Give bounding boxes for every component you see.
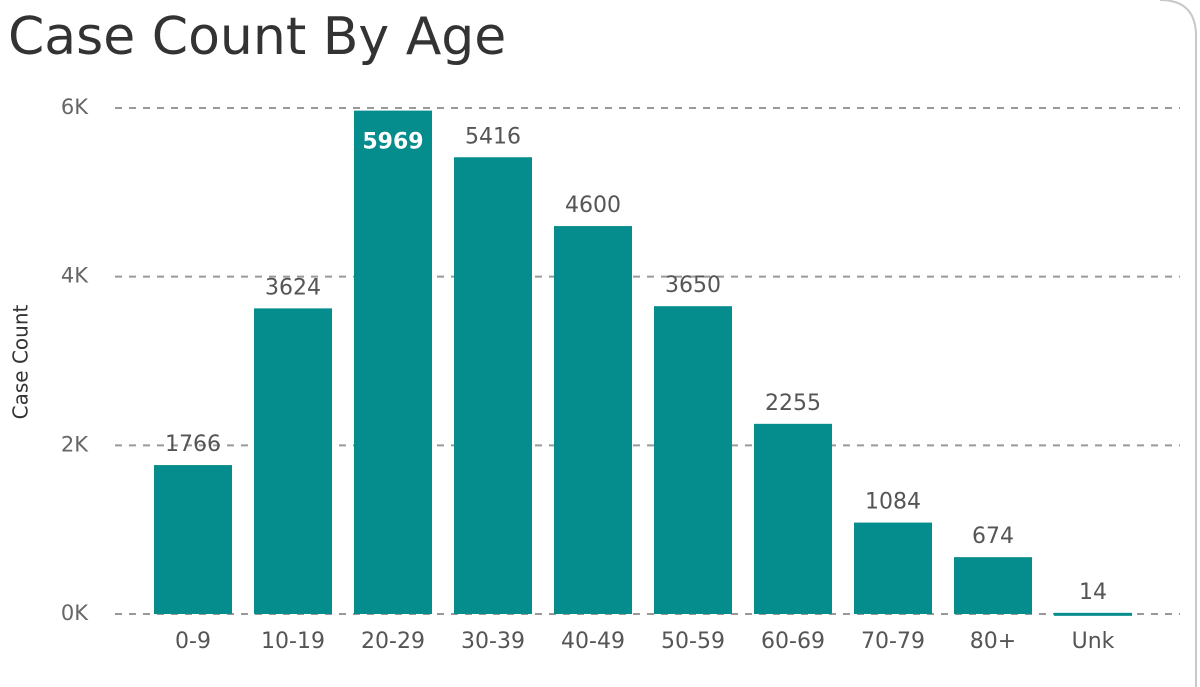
bar bbox=[854, 522, 932, 614]
y-tick-label: 6K bbox=[61, 95, 89, 119]
data-label: 3650 bbox=[665, 273, 721, 298]
x-tick-label: 10-19 bbox=[261, 629, 325, 654]
bar bbox=[354, 110, 432, 615]
x-tick-label: 30-39 bbox=[461, 629, 525, 654]
x-tick-label: Unk bbox=[1072, 629, 1115, 654]
x-tick-label: 0-9 bbox=[175, 629, 211, 654]
x-tick-label: 40-49 bbox=[561, 629, 625, 654]
data-label: 674 bbox=[972, 524, 1014, 549]
data-label: 3624 bbox=[265, 275, 321, 300]
x-tick-label: 80+ bbox=[970, 629, 1016, 654]
data-label: 4600 bbox=[565, 193, 621, 218]
data-label: 14 bbox=[1079, 580, 1107, 605]
bar bbox=[454, 157, 532, 614]
data-label: 5416 bbox=[465, 124, 521, 149]
bar bbox=[254, 308, 332, 614]
bar bbox=[554, 226, 632, 615]
x-tick-label: 50-59 bbox=[661, 629, 725, 654]
bar bbox=[154, 465, 232, 614]
x-tick-label: 60-69 bbox=[761, 629, 825, 654]
bar bbox=[1054, 612, 1132, 616]
data-label: 1084 bbox=[865, 490, 921, 515]
y-tick-label: 0K bbox=[61, 601, 89, 625]
x-tick-label: 70-79 bbox=[861, 629, 925, 654]
bar bbox=[954, 557, 1032, 614]
plot-area: 0K 2K 4K 6K 0-9 1766 10-19 3624 20-29 5969 30-39 54… bbox=[61, 95, 1180, 654]
y-tick-label: 2K bbox=[61, 432, 89, 456]
y-tick-label: 4K bbox=[61, 264, 89, 288]
chart-title: Case Count By Age bbox=[8, 7, 506, 67]
x-tick-label: 20-29 bbox=[361, 629, 425, 654]
card-border bbox=[1159, 0, 1197, 687]
data-label: 1766 bbox=[165, 432, 221, 457]
bar bbox=[754, 423, 832, 614]
y-axis-label: Case Count bbox=[9, 304, 33, 419]
data-label: 2255 bbox=[765, 391, 821, 416]
data-label: 5969 bbox=[362, 130, 423, 155]
bar bbox=[654, 306, 732, 614]
